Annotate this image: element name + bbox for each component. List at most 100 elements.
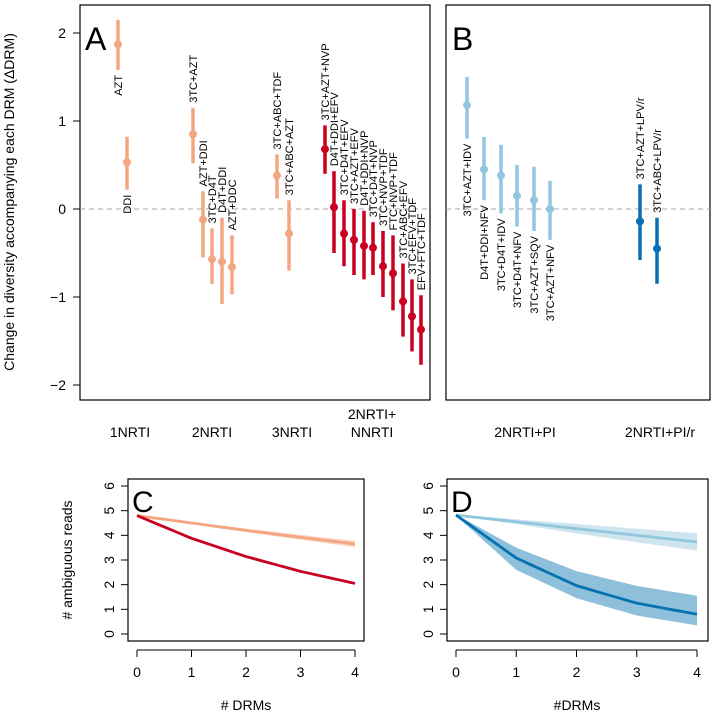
y-axis-label-c: # ambiguous reads: [59, 500, 75, 619]
regimen-label: 3TC+D4T+NFV: [512, 231, 524, 308]
point-estimate: [369, 243, 377, 252]
category-label-a: 2NRTI+: [348, 406, 396, 422]
category-label-b: 2NRTI+PI: [494, 424, 556, 440]
y-tick-label-c: 5: [101, 507, 117, 515]
regimen-label: 3TC+D4T+NVP: [368, 140, 380, 217]
x-tick-label-c: 2: [242, 664, 250, 680]
point-estimate: [360, 241, 368, 250]
point-estimate: [480, 165, 488, 174]
regimen-label: 3TC+AZT+LPV/r: [635, 97, 647, 179]
regimen-label: AZT+DDI: [198, 140, 210, 186]
regimen-label: AZT+DDC: [227, 179, 239, 230]
x-tick-label-c: 0: [133, 664, 141, 680]
regimen-label: 3TC+ABC+TDF: [272, 72, 284, 150]
point-estimate: [321, 145, 329, 154]
regimen-label: 3TC+ABC+AZT: [284, 118, 296, 195]
x-tick-label-d: 4: [693, 664, 701, 680]
point-estimate: [636, 217, 644, 226]
x-tick-label-d: 1: [512, 664, 520, 680]
panel-letter-c: C: [132, 486, 154, 519]
point-estimate: [218, 257, 226, 266]
panel-letter-d: D: [451, 486, 473, 519]
regimen-label: AZT: [113, 75, 125, 96]
point-estimate: [199, 215, 207, 224]
regimen-label: 3TC+D4T+IDV: [496, 218, 508, 291]
regimen-label: 3TC+AZT+IDV: [462, 143, 474, 216]
y-tick-label-c: 6: [101, 482, 117, 490]
regimen-label: 3TC+AZT+NFV: [545, 244, 557, 321]
confidence-band: [456, 514, 697, 626]
y-tick-label-d: 2: [420, 581, 436, 589]
y-tick-label-a: −1: [50, 289, 66, 305]
regimen-label: 3TC+AZT+NVP: [320, 43, 332, 120]
panel-letter-b: B: [452, 21, 473, 57]
x-tick-label-d: 0: [452, 664, 460, 680]
regimen-label: EFV+FTC+TDF: [416, 213, 428, 290]
point-estimate: [408, 312, 416, 321]
point-estimate: [463, 101, 471, 110]
regimen-label: FTC+NVP+TDF: [388, 152, 400, 231]
regimen-label: 3TC+AZT+SQV: [529, 235, 541, 313]
y-tick-label-d: 5: [420, 507, 436, 515]
regimen-label: D4T+DDI+NVP: [359, 131, 371, 206]
regimen-label: 3TC+D4T+EFV: [339, 119, 351, 195]
point-estimate: [497, 171, 505, 180]
x-tick-label-c: 1: [188, 664, 196, 680]
y-tick-label-a: 1: [58, 113, 66, 129]
point-estimate: [417, 325, 425, 334]
y-tick-label-a: −2: [50, 377, 66, 393]
fitted-curve: [455, 513, 698, 544]
regimen-label: 3TC+ABC+LPV/r: [652, 129, 664, 213]
category-label-a: 2NRTI: [192, 424, 232, 440]
regimen-label: 3TC+EFV+TDF: [407, 198, 419, 275]
fitted-curve: [136, 514, 356, 585]
confidence-band: [137, 515, 355, 585]
y-tick-label-d: 4: [420, 531, 436, 539]
point-estimate: [208, 255, 216, 264]
y-tick-label-a: 0: [58, 201, 66, 217]
category-label-a: 3NRTI: [272, 424, 312, 440]
fitted-curve: [455, 513, 698, 616]
point-estimate: [189, 130, 197, 139]
category-label-b: 2NRTI+PI/r: [625, 424, 695, 440]
y-tick-label-d: 1: [420, 605, 436, 613]
regimen-label: D4T+DDI+EFV: [329, 92, 341, 167]
y-tick-label-c: 1: [101, 605, 117, 613]
regimen-label: 3TC+AZT+EFV: [349, 128, 361, 204]
point-estimate: [546, 205, 554, 213]
point-estimate: [114, 40, 122, 49]
confidence-band: [456, 514, 697, 551]
point-estimate: [228, 263, 236, 272]
x-axis-label-c: # DRMs: [221, 697, 272, 713]
point-estimate: [513, 191, 521, 200]
panel-letter-a: A: [85, 21, 107, 57]
y-tick-label-d: 6: [420, 482, 436, 490]
panel-c-frame: [127, 478, 365, 642]
fitted-curve: [136, 514, 356, 546]
x-tick-label-c: 3: [297, 664, 305, 680]
x-tick-label-d: 3: [633, 664, 641, 680]
x-tick-label-d: 2: [573, 664, 581, 680]
y-tick-label-c: 3: [101, 556, 117, 564]
regimen-label: D4T+DDI+NFV: [479, 205, 491, 280]
regimen-label: 3TC+D4T: [207, 175, 219, 223]
regimen-label: 3TC+NVP+TDF: [378, 148, 390, 226]
point-estimate: [653, 244, 661, 253]
point-estimate: [273, 171, 281, 180]
x-axis-label-d: #DRMs: [554, 697, 601, 713]
point-estimate: [389, 269, 397, 278]
point-estimate: [399, 297, 407, 306]
point-estimate: [340, 229, 348, 238]
point-estimate: [379, 262, 387, 271]
panel-b-frame: [445, 4, 711, 401]
y-tick-label-c: 2: [101, 581, 117, 589]
point-estimate: [350, 235, 358, 244]
y-axis-label-a: Change in diversity accompanying each DR…: [1, 33, 17, 371]
point-estimate: [530, 196, 538, 205]
y-tick-label-c: 0: [101, 630, 117, 638]
panel-a-frame: [79, 4, 431, 401]
y-tick-label-a: 2: [58, 25, 66, 41]
y-tick-label-d: 3: [420, 556, 436, 564]
regimen-label: D4T+DDI: [217, 167, 229, 213]
